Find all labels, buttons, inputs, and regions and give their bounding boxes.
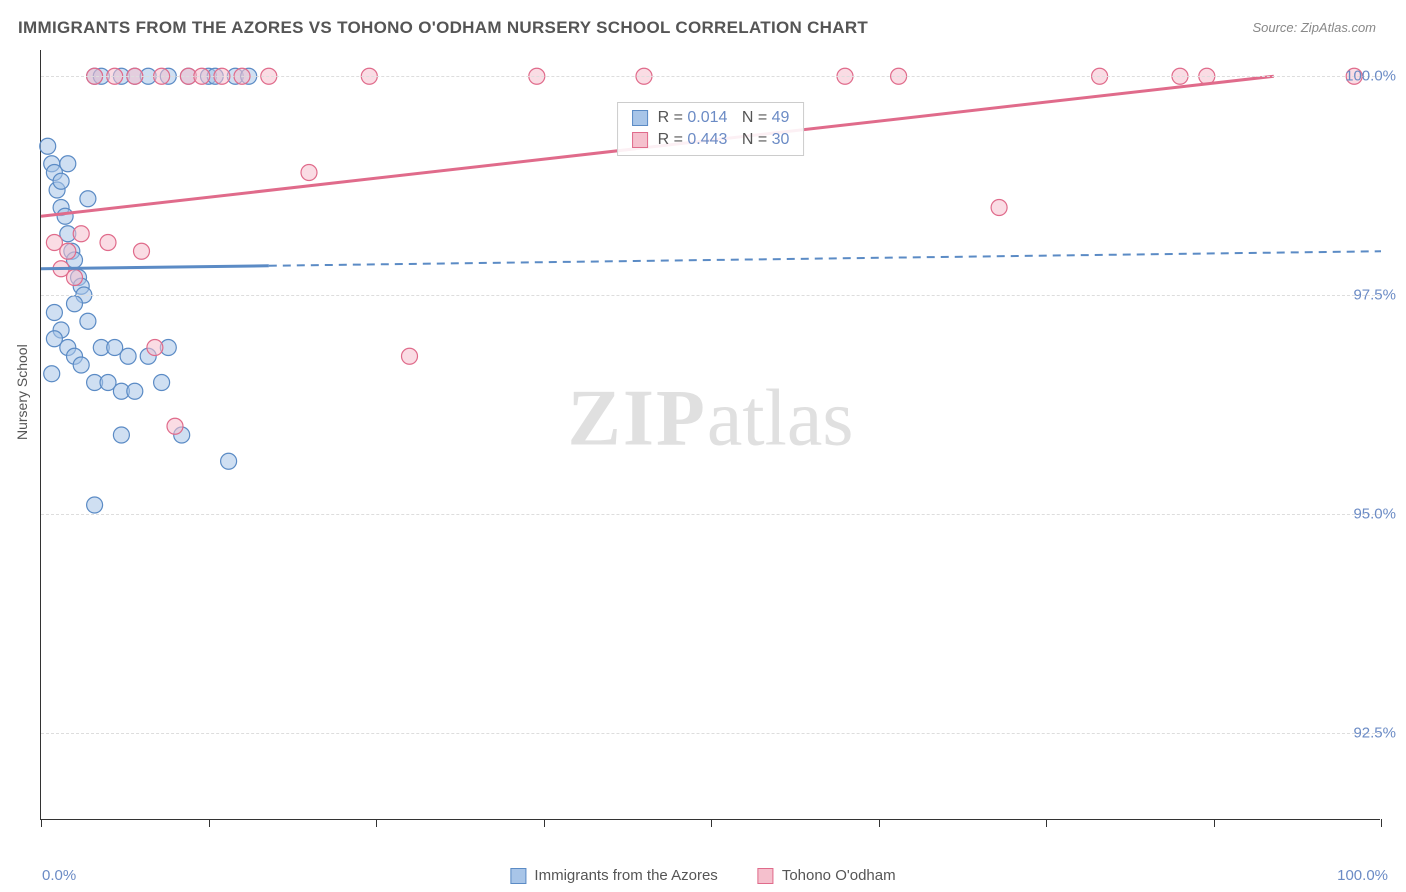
x-tick	[711, 819, 712, 827]
x-tick	[1214, 819, 1215, 827]
data-point	[154, 375, 170, 391]
data-point	[127, 383, 143, 399]
y-axis-label: Nursery School	[14, 344, 30, 440]
gridline-horizontal	[41, 514, 1380, 515]
chart-plot-area: ZIPatlas R = 0.014 N = 49 R = 0.443 N = …	[40, 50, 1380, 820]
data-point	[113, 427, 129, 443]
gridline-horizontal	[41, 76, 1380, 77]
data-point	[100, 235, 116, 251]
source-attribution: Source: ZipAtlas.com	[1252, 20, 1376, 35]
x-tick	[209, 819, 210, 827]
x-tick	[544, 819, 545, 827]
data-point	[60, 243, 76, 259]
legend-label-series1: Immigrants from the Azores	[534, 867, 717, 884]
scatter-svg	[41, 50, 1380, 819]
legend-item-series1: Immigrants from the Azores	[510, 867, 717, 884]
swatch-series2	[632, 132, 648, 148]
y-tick-label: 95.0%	[1353, 505, 1396, 522]
data-point	[73, 226, 89, 242]
swatch-series1	[632, 110, 648, 126]
x-tick-label-min: 0.0%	[42, 867, 76, 884]
data-point	[221, 453, 237, 469]
y-tick-label: 100.0%	[1345, 68, 1396, 85]
data-point	[53, 173, 69, 189]
x-tick	[1381, 819, 1382, 827]
data-point	[120, 348, 136, 364]
y-tick-label: 97.5%	[1353, 287, 1396, 304]
data-point	[80, 191, 96, 207]
data-point	[57, 208, 73, 224]
gridline-horizontal	[41, 295, 1380, 296]
data-point	[167, 418, 183, 434]
x-tick	[1046, 819, 1047, 827]
y-tick-label: 92.5%	[1353, 724, 1396, 741]
data-point	[60, 156, 76, 172]
legend-label-series2: Tohono O'odham	[782, 867, 896, 884]
data-point	[44, 366, 60, 382]
data-point	[40, 138, 56, 154]
data-point	[301, 165, 317, 181]
data-point	[46, 331, 62, 347]
data-point	[80, 313, 96, 329]
data-point	[402, 348, 418, 364]
x-tick	[41, 819, 42, 827]
stats-row-series1: R = 0.014 N = 49	[632, 107, 790, 129]
x-tick-label-max: 100.0%	[1337, 867, 1388, 884]
x-tick	[879, 819, 880, 827]
data-point	[134, 243, 150, 259]
data-point	[991, 200, 1007, 216]
data-point	[67, 270, 83, 286]
bottom-legend: Immigrants from the Azores Tohono O'odha…	[510, 867, 895, 884]
data-point	[46, 305, 62, 321]
legend-swatch-series1-icon	[510, 868, 526, 884]
chart-title: IMMIGRANTS FROM THE AZORES VS TOHONO O'O…	[18, 18, 868, 38]
data-point	[87, 497, 103, 513]
legend-item-series2: Tohono O'odham	[758, 867, 896, 884]
x-tick	[376, 819, 377, 827]
stats-row-series2: R = 0.443 N = 30	[632, 129, 790, 151]
data-point	[73, 357, 89, 373]
data-point	[67, 296, 83, 312]
data-point	[147, 340, 163, 356]
stats-legend-box: R = 0.014 N = 49 R = 0.443 N = 30	[617, 102, 805, 156]
trend-line-dashed	[269, 251, 1381, 266]
gridline-horizontal	[41, 733, 1380, 734]
legend-swatch-series2-icon	[758, 868, 774, 884]
